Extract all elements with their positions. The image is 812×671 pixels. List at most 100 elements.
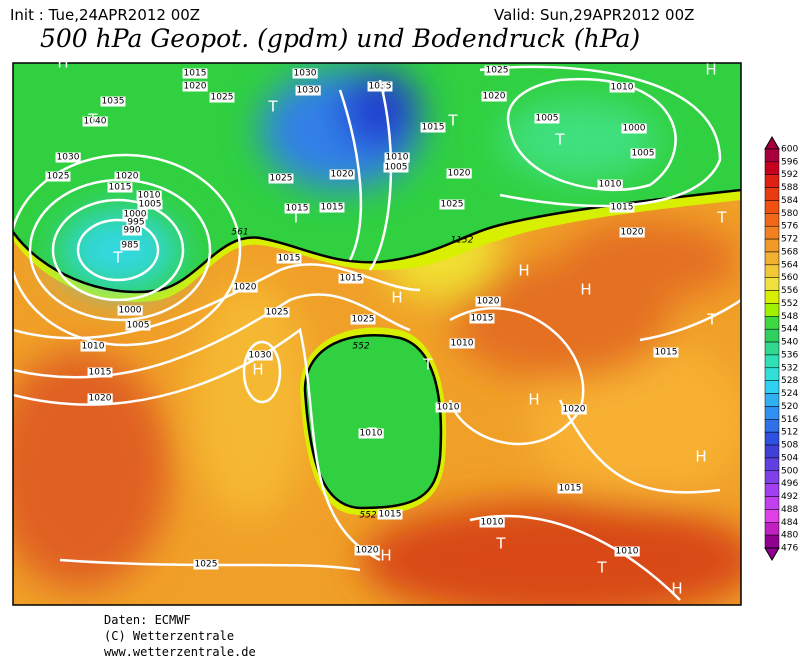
isobar-label-bg bbox=[609, 82, 635, 93]
isobar-label-bg bbox=[87, 367, 113, 378]
pressure-center: T bbox=[422, 356, 433, 374]
isobar-label: 990 bbox=[123, 226, 140, 236]
pressure-center: H bbox=[518, 262, 529, 280]
colorbar-swatch bbox=[764, 251, 780, 266]
isobar-label: 1010 bbox=[611, 83, 634, 93]
isobar-label-bg bbox=[55, 152, 81, 163]
isobar-label: 1005 bbox=[139, 200, 162, 210]
isobar-label-bg bbox=[247, 350, 273, 361]
pressure-center: T bbox=[378, 79, 389, 97]
colorbar-swatch bbox=[764, 406, 780, 420]
isobar-label: 995 bbox=[127, 218, 144, 228]
isobar-label-bg bbox=[597, 179, 623, 190]
colorbar-swatch bbox=[764, 328, 780, 343]
isobar-label-bg bbox=[82, 116, 108, 127]
isobar-label-bg bbox=[534, 113, 560, 124]
isobar-label: 1005 bbox=[385, 163, 408, 173]
isobar-label-bg bbox=[137, 199, 163, 210]
colorbar-label: 492 bbox=[781, 492, 798, 502]
isobar-label-bg bbox=[122, 225, 142, 236]
colorbar-swatch bbox=[764, 225, 780, 240]
colorbar-swatch bbox=[764, 419, 780, 433]
colorbar-swatch bbox=[764, 431, 780, 446]
colorbar-label: 528 bbox=[781, 376, 798, 386]
colorbar-swatch bbox=[764, 341, 780, 356]
isobar-label: 1010 bbox=[481, 518, 504, 528]
isobar-label-bg bbox=[469, 313, 495, 324]
pressure-center: T bbox=[495, 535, 506, 553]
colorbar-label: 564 bbox=[781, 260, 798, 270]
colorbar-label: 484 bbox=[781, 518, 798, 528]
isobar-label-bg bbox=[45, 171, 71, 182]
map-frame bbox=[12, 62, 742, 606]
colorbar-label: 524 bbox=[781, 389, 798, 399]
isobar-label-bg bbox=[557, 483, 583, 494]
colorbar-label: 584 bbox=[781, 196, 798, 206]
pressure-center: T bbox=[596, 559, 607, 577]
colorbar-swatch bbox=[764, 509, 780, 523]
isobar-label-bg bbox=[609, 202, 635, 213]
isobar-label: 1030 bbox=[57, 153, 80, 163]
isobar-label-bg bbox=[268, 173, 294, 184]
colorbar-swatch bbox=[764, 148, 780, 163]
isobar-label: 1015 bbox=[559, 484, 582, 494]
isobar-label: 1010 bbox=[138, 191, 161, 201]
isobar-label: 1005 bbox=[127, 321, 150, 331]
contour-label: 561 bbox=[231, 228, 248, 238]
isobar-label: 1000 bbox=[124, 210, 147, 220]
isobar-label-bg bbox=[358, 428, 384, 439]
colorbar-swatch bbox=[764, 367, 780, 381]
isobar-label: 1025 bbox=[47, 172, 70, 182]
isobar-label-bg bbox=[439, 199, 465, 210]
colorbar-swatch bbox=[764, 161, 780, 175]
isobar-label: 1015 bbox=[611, 203, 634, 213]
pressure-center: T bbox=[290, 209, 301, 227]
isobar-label-bg bbox=[420, 122, 446, 133]
colorbar-swatch bbox=[764, 316, 780, 330]
isobar-label-bg bbox=[614, 546, 640, 557]
isobar-label: 1010 bbox=[82, 342, 105, 352]
isobar-label-bg bbox=[446, 168, 472, 179]
isobar-label: 1025 bbox=[352, 315, 375, 325]
isobar-label-bg bbox=[621, 123, 647, 134]
colorbar-swatch bbox=[764, 457, 780, 472]
isobar-label: 1010 bbox=[616, 547, 639, 557]
colorbar-swatch bbox=[764, 470, 780, 484]
isobar-label-bg bbox=[136, 190, 162, 201]
colorbar-label: 504 bbox=[781, 453, 798, 463]
colorbar-swatch bbox=[764, 277, 780, 291]
pressure-center: H bbox=[695, 448, 706, 466]
isobar-label: 1035 bbox=[369, 82, 392, 92]
pressure-center: H bbox=[380, 547, 391, 565]
isobar-label-bg bbox=[295, 85, 321, 96]
isobar-label: 1015 bbox=[655, 348, 678, 358]
isobar-label: 1020 bbox=[331, 170, 354, 180]
isobar-label-bg bbox=[117, 305, 143, 316]
pressure-center: H bbox=[580, 281, 591, 299]
isobar-label-bg bbox=[87, 393, 113, 404]
isobar-label-bg bbox=[479, 517, 505, 528]
isobar-label: 1025 bbox=[486, 66, 509, 76]
isobar-label-bg bbox=[319, 202, 345, 213]
isobar-label-bg bbox=[209, 92, 235, 103]
isobar-label-bg bbox=[475, 296, 501, 307]
isobar-label: 1020 bbox=[563, 405, 586, 415]
isobar-label-bg bbox=[384, 152, 410, 163]
colorbar-swatch bbox=[764, 200, 780, 214]
colorbar-swatch bbox=[764, 483, 780, 497]
colorbar-label: 600 bbox=[781, 145, 798, 155]
isobar-label-bg bbox=[377, 509, 403, 520]
pressure-center: T bbox=[716, 209, 727, 227]
isobar-label-bg bbox=[630, 148, 656, 159]
isobar-label: 1015 bbox=[278, 254, 301, 264]
isobar-label: 1010 bbox=[360, 429, 383, 439]
colorbar-label: 516 bbox=[781, 415, 798, 425]
isobar-label-bg bbox=[350, 314, 376, 325]
isobar-label: 1025 bbox=[441, 200, 464, 210]
isobar-label: 1015 bbox=[89, 368, 112, 378]
colorbar: 600 596 592 588 584 580 576 572 568 564 560 556 552 5… bbox=[764, 136, 798, 561]
colorbar-swatch bbox=[764, 522, 780, 536]
pressure-center: T bbox=[87, 111, 98, 129]
colorbar-label: 552 bbox=[781, 299, 798, 309]
